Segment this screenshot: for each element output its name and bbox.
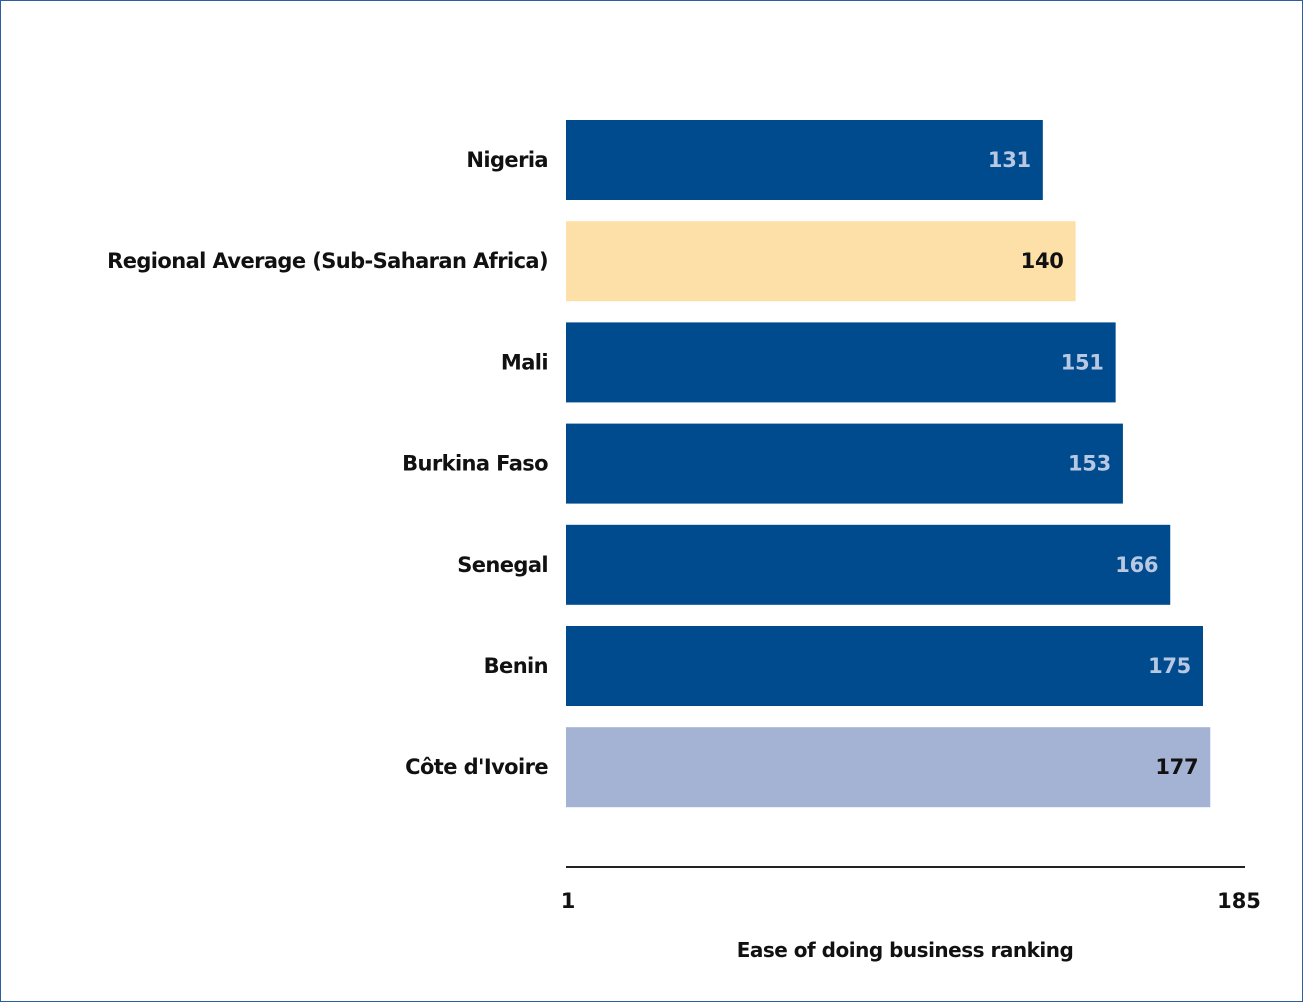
x-axis-title: Ease of doing business ranking: [737, 938, 1074, 962]
category-label-senegal: Senegal: [457, 553, 548, 577]
category-label-mali: Mali: [501, 350, 548, 374]
category-label-nigeria: Nigeria: [466, 148, 548, 172]
value-label-mali: 151: [1061, 350, 1104, 374]
category-labels-group: Nigeria Regional Average (Sub-Saharan Afr…: [107, 148, 549, 779]
category-label-benin: Benin: [484, 654, 548, 678]
category-label-burkina-faso: Burkina Faso: [402, 452, 548, 476]
bar-cote-d-ivoire: [566, 727, 1211, 808]
bar-benin: [566, 626, 1203, 706]
category-label-regional-average-sub-saharan-africa: Regional Average (Sub-Saharan Africa): [107, 249, 548, 273]
bar-regional-average-sub-saharan-africa: [566, 221, 1076, 302]
x-tick-label-min: 1: [561, 889, 576, 913]
bar-mali: [566, 322, 1116, 403]
value-label-regional-average-sub-saharan-africa: 140: [1021, 249, 1064, 273]
x-tick-label-max: 185: [1217, 889, 1261, 913]
value-label-burkina-faso: 153: [1068, 452, 1111, 476]
value-labels-group: 131 140 151 153 166 175 177: [988, 148, 1199, 779]
bar-nigeria: [566, 120, 1043, 200]
category-label-cote-d-ivoire: Côte d'Ivoire: [405, 755, 548, 779]
value-label-cote-d-ivoire: 177: [1155, 755, 1198, 779]
bars-group: [566, 120, 1211, 808]
bar-senegal: [566, 524, 1171, 605]
value-label-nigeria: 131: [988, 148, 1031, 172]
bar-burkina-faso: [566, 423, 1123, 504]
value-label-benin: 175: [1148, 654, 1191, 678]
value-label-senegal: 166: [1115, 553, 1158, 577]
